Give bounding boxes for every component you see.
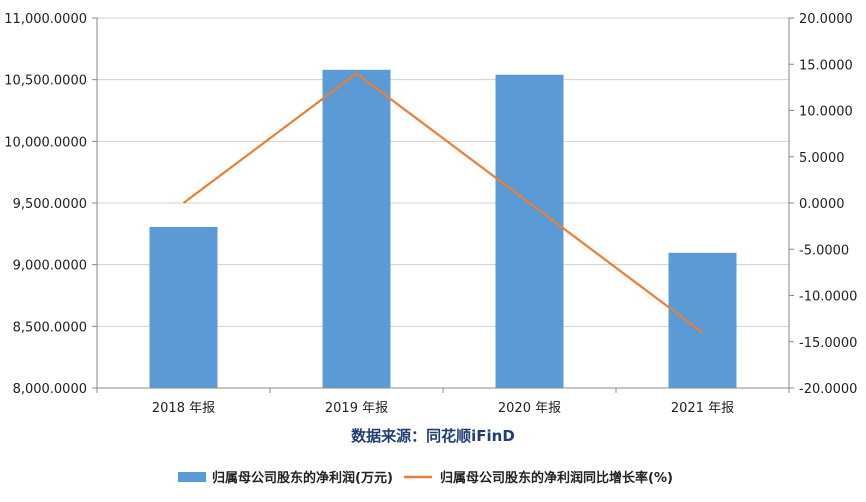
right-axis-tick-label: -5.0000 — [799, 243, 849, 258]
bar — [322, 69, 391, 389]
x-axis-tick-label: 2020 年报 — [498, 401, 561, 416]
x-axis-tick-label: 2021 年报 — [671, 401, 734, 416]
right-axis-tick-label: -10.0000 — [799, 290, 857, 305]
bar-series — [149, 69, 737, 389]
legend-bar-swatch — [178, 472, 206, 482]
x-axis-tick-label: 2018 年报 — [152, 401, 215, 416]
left-axis-tick-label: 9,500.0000 — [13, 197, 87, 212]
legend: 归属母公司股东的净利润(万元) 归属母公司股东的净利润同比增长率(%) — [178, 470, 673, 486]
left-axis-tick-label: 10,000.0000 — [4, 135, 87, 150]
right-axis-tick-label: 20.0000 — [799, 12, 853, 27]
left-axis-tick-label: 10,500.0000 — [4, 74, 87, 89]
right-axis-tick-label: -20.0000 — [799, 382, 857, 397]
line-path — [182, 72, 704, 334]
bar — [495, 74, 564, 388]
legend-line-label: 归属母公司股东的净利润同比增长率(%) — [440, 470, 673, 486]
left-axis-tick-label: 8,000.0000 — [13, 382, 87, 397]
right-axis-tick-label: 5.0000 — [799, 151, 845, 166]
right-axis-tick-label: -15.0000 — [799, 336, 857, 351]
right-axis-tick-label: 0.0000 — [799, 197, 845, 212]
x-axis-tick-labels: 2018 年报 2019 年报 2020 年报 2021 年报 — [152, 401, 734, 416]
axes — [92, 17, 794, 393]
left-axis-tick-label: 11,000.0000 — [4, 12, 87, 27]
right-axis-tick-labels: -20.0000 -15.0000 -10.0000 -5.0000 0.0000 5.0… — [799, 12, 857, 397]
left-axis-tick-label: 8,500.0000 — [13, 320, 87, 335]
bar — [149, 226, 218, 388]
bar — [668, 252, 737, 388]
left-axis-tick-labels: 8,000.0000 8,500.0000 9,000.0000 9,500.0000… — [4, 12, 87, 397]
data-source-caption: 数据来源：同花顺iFinD — [351, 427, 515, 445]
left-axis-tick-label: 9,000.0000 — [13, 259, 87, 274]
x-axis-tick-label: 2019 年报 — [325, 401, 388, 416]
right-axis-tick-label: 15.0000 — [799, 58, 853, 73]
right-axis-tick-label: 10.0000 — [799, 105, 853, 120]
line-series — [182, 72, 704, 334]
legend-bar-label: 归属母公司股东的净利润(万元) — [212, 470, 393, 486]
